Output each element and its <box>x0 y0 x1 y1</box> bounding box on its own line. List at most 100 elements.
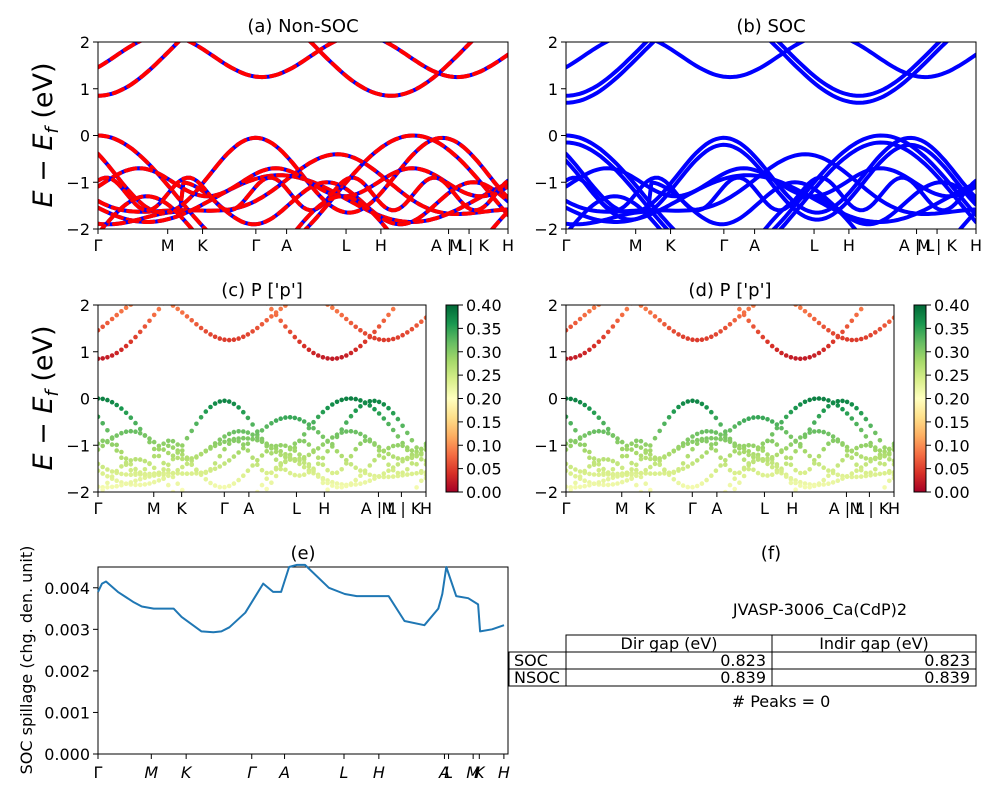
projection-point <box>151 465 157 471</box>
projection-point <box>577 442 583 447</box>
projection-point <box>311 468 316 474</box>
projection-point <box>100 443 105 449</box>
projection-point <box>891 475 894 481</box>
projection-point <box>273 473 279 479</box>
projection-point <box>779 468 784 474</box>
projection-point <box>568 438 573 444</box>
projection-point <box>410 492 415 497</box>
projection-point <box>381 416 387 421</box>
projection-point <box>297 473 302 478</box>
projection-point <box>769 343 775 349</box>
projection-point <box>423 447 426 452</box>
projection-point <box>245 332 251 337</box>
projection-point <box>250 329 255 334</box>
xtick-label: Γ <box>688 499 697 518</box>
table-header-label: Dir gap (eV) <box>621 634 718 653</box>
projection-point <box>802 356 808 361</box>
projection-point <box>891 458 894 464</box>
projection-point <box>269 446 274 451</box>
ytick-label: 2 <box>80 296 90 315</box>
projection-point <box>353 465 359 471</box>
projection-point <box>635 305 637 306</box>
projection-point <box>222 337 227 343</box>
projection-point <box>666 415 672 420</box>
table-value: 0.823 <box>720 651 766 670</box>
projection-point <box>718 422 723 427</box>
projection-point <box>723 489 728 492</box>
ytick-label: 2 <box>548 33 558 52</box>
projection-point <box>788 480 794 486</box>
projection-point <box>395 462 401 467</box>
projection-point <box>386 468 391 474</box>
projection-point <box>566 328 569 333</box>
projection-point <box>245 448 251 453</box>
projection-point <box>339 484 345 490</box>
projection-point <box>194 454 199 459</box>
band-line-red-dashed <box>98 133 508 229</box>
xtick-label: A <box>243 499 254 518</box>
projection-point <box>109 442 115 447</box>
projection-point <box>390 454 396 459</box>
xtick-label: Γ <box>562 236 571 255</box>
projection-point <box>128 480 134 485</box>
projection-point <box>685 484 691 490</box>
projection-point <box>203 477 209 482</box>
projection-point <box>203 470 209 476</box>
projection-point <box>105 485 110 490</box>
projection-point <box>713 332 719 337</box>
projection-point <box>358 404 363 409</box>
projection-point <box>793 405 798 411</box>
projection-point <box>348 396 354 401</box>
projection-point <box>353 347 359 353</box>
projection-point <box>390 336 396 342</box>
projection-point <box>311 350 316 356</box>
table-value: 0.839 <box>924 668 970 687</box>
projection-point <box>690 484 695 490</box>
panel-c-ylabel: E − Ef (eV) <box>28 326 63 471</box>
projection-point <box>566 414 569 420</box>
projection-point <box>826 398 831 403</box>
projection-point <box>372 335 377 341</box>
projection-point <box>184 471 190 477</box>
projection-point <box>615 473 620 478</box>
projection-point <box>826 473 831 479</box>
projection-point <box>105 428 110 433</box>
projection-point <box>769 455 775 460</box>
projection-point <box>591 305 597 311</box>
colorbar-tick-label: 0.05 <box>934 460 970 479</box>
projection-point <box>830 480 836 485</box>
projection-point <box>821 465 826 471</box>
projection-point <box>184 435 190 441</box>
projection-point <box>596 428 602 434</box>
projection-point <box>680 441 686 446</box>
projection-point <box>662 467 667 473</box>
projection-point <box>105 397 110 403</box>
projection-point <box>184 455 190 461</box>
projection-point <box>755 470 761 476</box>
projection-point <box>802 449 808 454</box>
projection-point <box>170 489 176 492</box>
projection-point <box>166 473 171 479</box>
projection-point <box>236 477 241 483</box>
projection-point <box>774 464 780 469</box>
panel-b-bands <box>566 42 976 229</box>
projection-point <box>783 474 789 479</box>
projection-point <box>269 421 274 426</box>
ytick-label: 0.001 <box>44 703 90 722</box>
projection-point <box>638 445 644 450</box>
projection-point <box>161 467 166 472</box>
projection-point <box>372 406 377 412</box>
projection-point <box>835 438 841 444</box>
projection-point <box>301 464 307 470</box>
projection-point <box>882 445 887 450</box>
projection-point <box>381 318 387 324</box>
projection-point <box>184 461 190 467</box>
projection-point <box>812 461 817 466</box>
panel-e-title: (e) <box>290 543 315 564</box>
xtick-label: K <box>181 763 193 782</box>
projection-point <box>339 453 345 459</box>
projection-point <box>844 337 850 342</box>
projection-point <box>844 453 850 458</box>
projection-point <box>783 430 789 435</box>
